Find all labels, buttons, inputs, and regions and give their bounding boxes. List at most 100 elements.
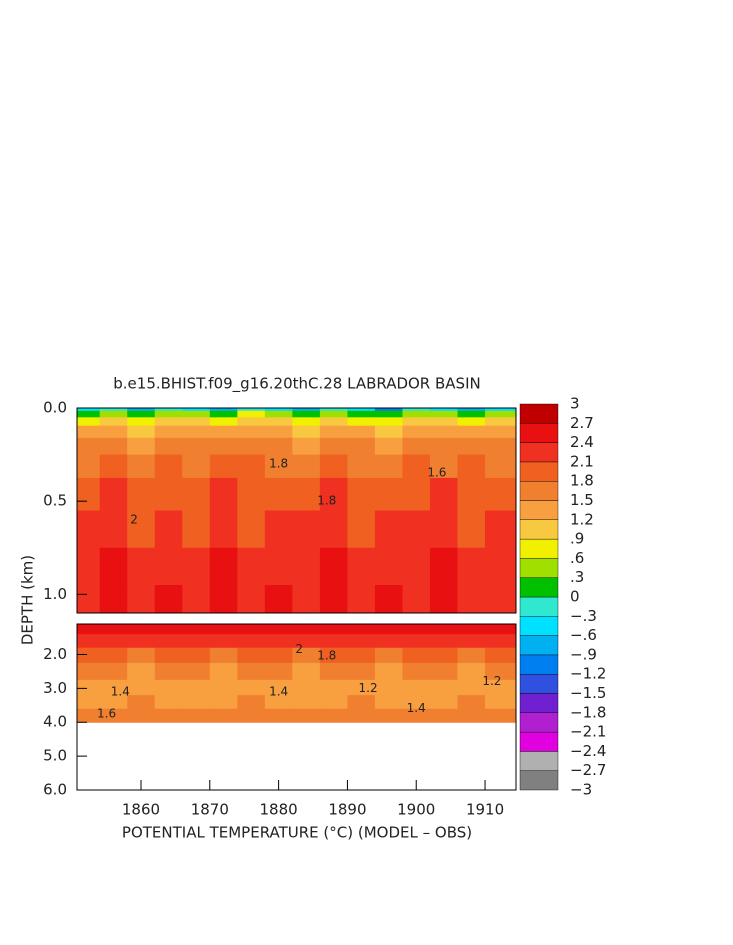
colorbar-band <box>519 481 559 501</box>
contour-cell <box>99 647 128 664</box>
colorbar-band <box>519 558 559 578</box>
contour-cell <box>429 708 459 723</box>
contour-label: 1.6 <box>427 466 446 480</box>
colorbar-label: −.6 <box>570 626 597 644</box>
contour-cell <box>209 510 238 549</box>
contour-cell <box>319 425 348 439</box>
contour-cell <box>237 679 266 696</box>
contour-cell <box>264 437 293 456</box>
x-tick-label: 1880 <box>260 801 298 819</box>
contour-cell <box>319 708 348 723</box>
contour-cell <box>292 695 321 710</box>
colorbar-band <box>519 635 559 656</box>
contour-cell <box>374 547 403 586</box>
contour-cell <box>209 624 238 635</box>
contour-cell <box>485 679 517 696</box>
contour-cell <box>429 410 459 418</box>
contour-cell <box>374 662 403 681</box>
contour-cell <box>77 585 101 614</box>
colorbar-label: 1.2 <box>570 510 594 528</box>
contour-cell <box>209 585 238 614</box>
contour-cell <box>457 454 486 479</box>
contour-cell <box>99 408 128 412</box>
colorbar-band <box>519 731 559 752</box>
contour-cell <box>485 585 517 614</box>
colorbar-label: −1.8 <box>570 703 606 721</box>
contour-cell <box>237 417 266 427</box>
contour-cell <box>347 647 376 664</box>
contour-label: 1.4 <box>407 701 426 715</box>
contour-cell <box>127 410 156 418</box>
contour-cell <box>209 425 238 439</box>
contour-cell <box>429 695 459 710</box>
contour-cell <box>264 708 293 723</box>
colorbar-band <box>519 403 559 424</box>
contour-cell <box>347 510 376 549</box>
contour-cell <box>264 662 293 681</box>
x-axis-label: POTENTIAL TEMPERATURE (°C) (MODEL – OBS) <box>122 824 472 842</box>
contour-cell <box>264 585 293 614</box>
colorbar-label: −3 <box>570 781 592 799</box>
y-tick-label: 1.0 <box>43 585 67 603</box>
contour-cell <box>182 417 211 427</box>
contour-cell <box>182 624 211 635</box>
contour-cell <box>319 679 348 696</box>
contour-cell <box>319 408 348 412</box>
contour-cell <box>457 477 486 511</box>
contour-cell <box>319 510 348 549</box>
contour-cell <box>457 410 486 418</box>
contour-cell <box>429 647 459 664</box>
contour-cell <box>209 695 238 710</box>
contour-cell <box>209 547 238 586</box>
contour-cell <box>347 708 376 723</box>
contour-cell <box>77 510 101 549</box>
x-tick-label: 1860 <box>122 801 160 819</box>
contour-cell <box>292 477 321 511</box>
contour-cell <box>154 417 183 427</box>
contour-cell <box>292 408 321 412</box>
contour-cell <box>237 585 266 614</box>
colorbar-band <box>519 519 559 540</box>
contour-cell <box>485 624 517 635</box>
colorbar-label: .3 <box>570 568 584 586</box>
contour-cell <box>209 408 238 412</box>
contour-cell <box>429 477 459 511</box>
contour-cell <box>264 425 293 439</box>
contour-cell <box>292 437 321 456</box>
contour-cell <box>182 662 211 681</box>
contour-cell <box>77 425 101 439</box>
contour-cell <box>402 695 431 710</box>
contour-cell <box>402 708 431 723</box>
contour-cell <box>264 547 293 586</box>
contour-cell <box>319 647 348 664</box>
contour-label: 1.2 <box>482 674 501 688</box>
contour-cell <box>77 408 101 412</box>
contour-label: 2 <box>130 512 138 526</box>
contour-cell <box>182 410 211 418</box>
y-tick-label: 3.0 <box>43 679 67 697</box>
contour-cell <box>457 417 486 427</box>
colorbar-band <box>519 654 559 675</box>
contour-cell <box>347 695 376 710</box>
contour-cell <box>237 647 266 664</box>
contour-cell <box>485 408 517 412</box>
contour-cell <box>457 408 486 412</box>
contour-cell <box>154 624 183 635</box>
contour-cell <box>77 662 101 681</box>
contour-cell <box>99 585 128 614</box>
contour-cell <box>429 437 459 456</box>
contour-cell <box>485 695 517 710</box>
contour-cell <box>77 679 101 696</box>
contour-cell <box>154 662 183 681</box>
x-tick-label: 1910 <box>466 801 504 819</box>
contour-cell <box>127 662 156 681</box>
contour-cell <box>77 547 101 586</box>
colorbar-band <box>519 442 559 463</box>
contour-cell <box>154 647 183 664</box>
contour-cell <box>429 425 459 439</box>
chart-title: b.e15.BHIST.f09_g16.20thC.28 LABRADOR BA… <box>113 375 480 394</box>
contour-cell <box>457 647 486 664</box>
contour-cell <box>127 417 156 427</box>
contour-cell <box>374 417 403 427</box>
contour-cell <box>457 510 486 549</box>
